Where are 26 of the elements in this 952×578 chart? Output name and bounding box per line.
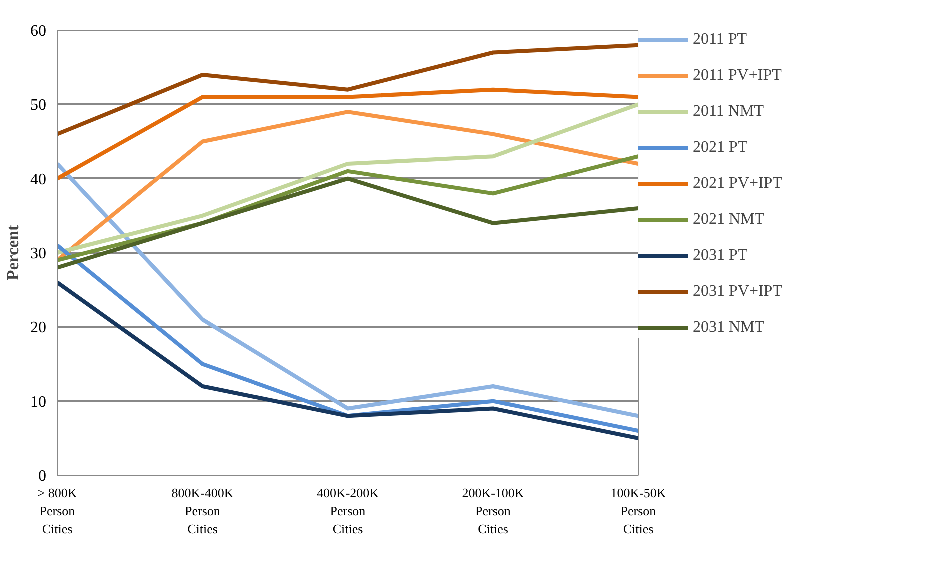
y-tick-label: 40 (30, 171, 46, 188)
line-series (58, 280, 638, 440)
legend-label: 2011 NMT (693, 102, 764, 122)
y-axis-title: Percent (4, 224, 22, 281)
line-series (58, 43, 638, 136)
y-tick-label: 30 (30, 246, 46, 262)
legend-label: 2021 PT (693, 138, 748, 158)
x-tick-label: > 800K Person Cities (38, 486, 78, 536)
legend-label: 2031 PV+IPT (693, 282, 782, 302)
x-tick-label: 400K-200K Person Cities (316, 486, 380, 536)
legend-label: 2021 PV+IPT (693, 174, 782, 194)
y-tick-label: 10 (30, 394, 46, 411)
y-tick-label: 60 (30, 23, 46, 40)
x-tick-label: 800K-400K Person Cities (172, 486, 234, 536)
legend-label: 2011 PT (693, 30, 748, 50)
y-tick-label: 50 (30, 97, 46, 114)
x-tick-label: 100K-50K Person Cities (610, 486, 667, 536)
legend-label: 2021 NMT (693, 210, 765, 230)
x-tick-label: 200K-100K Person Cities (462, 486, 525, 536)
legend-label: 2031 NMT (693, 318, 765, 338)
y-tick-label: 0 (38, 468, 46, 485)
legend-label: 2031 PT (693, 246, 748, 266)
line-series (58, 162, 638, 418)
y-tick-label: 20 (30, 320, 46, 337)
line-series (58, 176, 638, 270)
legend-label: 2011 PV+IPT (693, 66, 782, 86)
